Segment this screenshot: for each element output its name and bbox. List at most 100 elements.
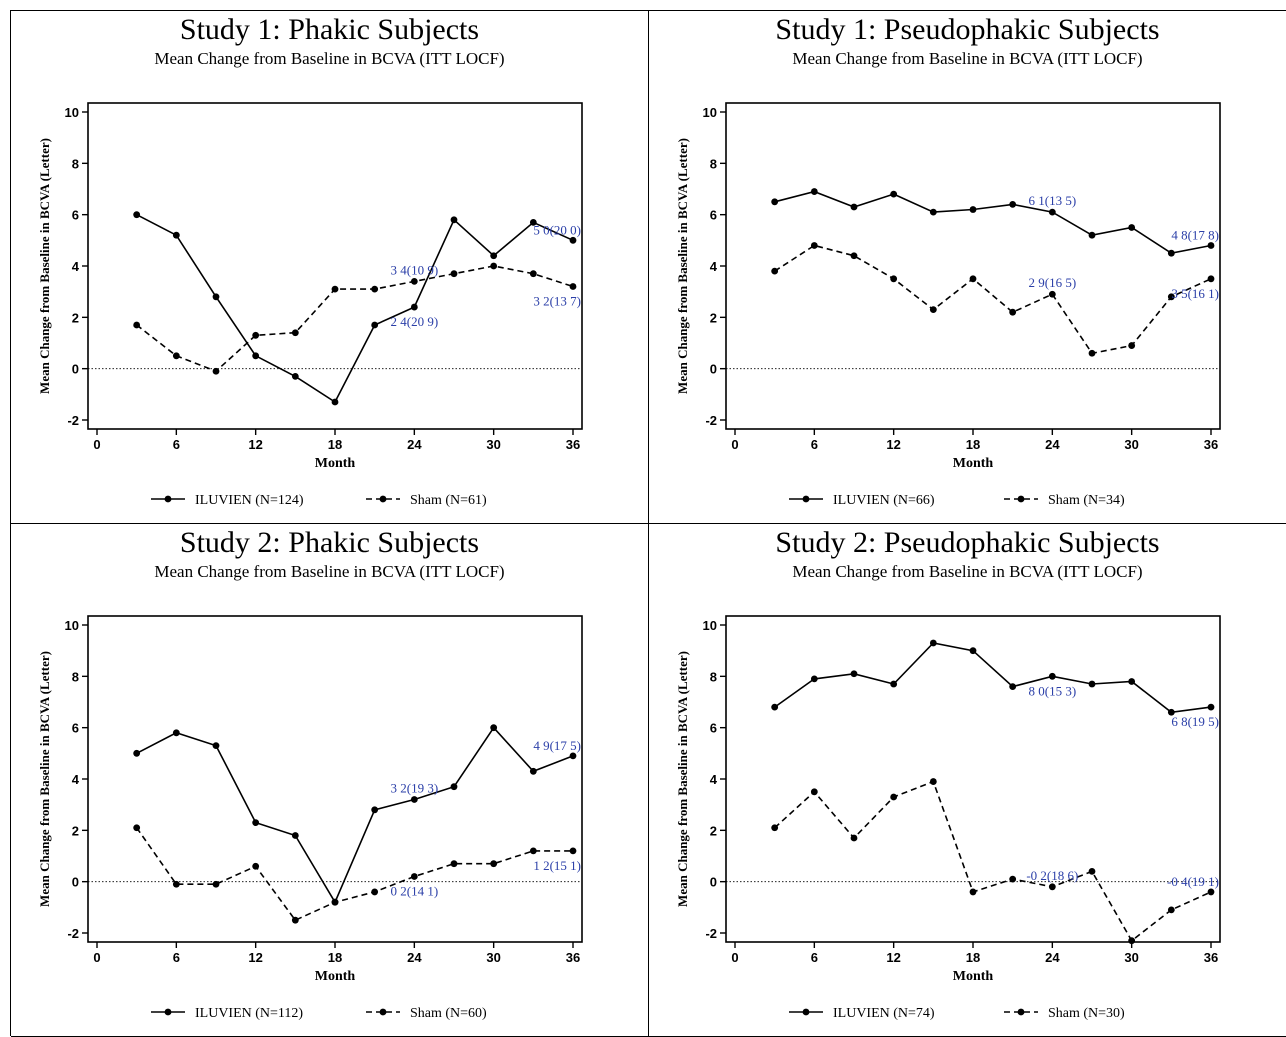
sham-data-point [1128,937,1136,945]
iluvien-data-point [1009,201,1017,208]
iluvien-data-point [850,670,858,678]
y-tick-label: 2 [710,310,717,325]
iluvien-data-point [1088,231,1096,239]
sham-data-point [1167,293,1175,301]
legend-marker-iluvien [802,1008,810,1016]
x-tick-label: 18 [328,437,342,452]
data-annotation: 4 9(17 5) [533,738,581,753]
y-tick-label: 4 [710,772,718,787]
iluvien-data-point [1128,678,1136,685]
sham-data-point [172,880,180,888]
iluvien-data-point [133,749,141,757]
sham-data-point [529,270,537,278]
sham-data-point [410,278,418,285]
iluvien-data-point [212,742,220,750]
y-tick-label: 6 [710,721,717,736]
sham-data-point [331,898,339,906]
iluvien-data-point [890,680,898,688]
y-tick-label: 6 [72,721,79,736]
x-axis-label: Month [315,456,356,471]
sham-data-point [890,275,898,283]
iluvien-data-point [969,206,977,213]
y-tick-label: 10 [65,618,79,633]
sham-data-point [1167,906,1175,914]
x-tick-label: 18 [966,950,980,965]
y-tick-label: 4 [72,259,80,274]
iluvien-data-point [929,208,937,216]
sham-data-point [1009,308,1017,316]
legend-marker-iluvien [164,1008,172,1016]
chart-title: Study 1: Pseudophakic Subjects [775,13,1160,46]
chart-subtitle: Mean Change from Baseline in BCVA (ITT L… [792,562,1143,581]
x-tick-label: 18 [966,437,980,452]
iluvien-data-point [1009,683,1017,690]
sham-data-point [569,283,577,290]
sham-data-point [212,880,220,888]
x-tick-label: 0 [93,437,100,452]
sham-data-point [1048,290,1056,298]
chart-title: Study 2: Phakic Subjects [179,526,480,559]
sham-data-point [291,329,299,337]
x-tick-label: 12 [886,437,900,452]
x-tick-label: 24 [407,950,422,965]
x-tick-label: 36 [1204,950,1218,965]
y-tick-label: 4 [710,259,718,274]
iluvien-data-point [133,211,141,219]
sham-data-point [331,285,339,293]
data-annotation: 2 4(20 9) [390,314,438,329]
chart-panel: Study 2: Pseudophakic Subjects Mean Chang… [649,524,1286,1037]
data-annotation: 6 1(13 5) [1028,193,1076,208]
sham-data-point [1207,275,1215,283]
sham-data-point [1048,883,1056,891]
sham-series-line [136,827,573,922]
iluvien-data-point [1167,708,1175,716]
iluvien-data-point [252,352,260,360]
x-tick-label: 30 [1124,950,1138,965]
iluvien-data-point [1128,224,1136,231]
iluvien-data-point [810,675,818,683]
sham-series-line [136,265,574,373]
iluvien-data-point [1048,208,1056,216]
iluvien-data-point [291,832,299,839]
figure-grid: Study 1: Phakic Subjects Mean Change from… [10,10,1286,1037]
plot-frame [87,102,583,430]
sham-data-point [771,824,779,832]
y-axis-label: Mean Change from Baseline in BCVA (Lette… [37,651,52,907]
sham-data-point [410,873,418,880]
x-tick-label: 6 [811,437,818,452]
legend-label-sham: Sham (N=60) [410,1006,487,1021]
x-tick-label: 0 [731,950,738,965]
iluvien-data-point [410,303,418,311]
x-tick-label: 0 [731,437,738,452]
x-tick-label: 12 [886,950,900,965]
data-annotation: 0 2(14 1) [390,884,438,899]
sham-data-point [252,331,260,339]
data-annotation: -0 2(18 6) [1026,868,1078,883]
data-annotation: 4 8(17 8) [1171,227,1219,242]
y-tick-label: -2 [705,926,717,941]
x-tick-label: 36 [1204,437,1218,452]
iluvien-data-point [850,203,858,211]
data-annotation: 8 0(15 3) [1028,683,1076,698]
sham-data-point [850,834,858,842]
y-tick-label: 10 [703,618,717,633]
y-axis-label: Mean Change from Baseline in BCVA (Lette… [37,138,52,394]
data-annotation: 3 5(16 1) [1171,286,1219,301]
data-annotation: 6 8(19 5) [1171,714,1219,729]
iluvien-data-point [1167,249,1175,257]
sham-data-point [371,285,379,293]
chart-title: Study 2: Pseudophakic Subjects [775,526,1160,559]
y-tick-label: 2 [72,823,79,838]
y-tick-label: 2 [710,823,717,838]
legend-label-iluvien: ILUVIEN (N=74) [833,1006,935,1021]
sham-data-point [490,860,498,868]
chart-panel: Study 2: Phakic Subjects Mean Change from… [11,524,649,1037]
x-tick-label: 6 [173,437,180,452]
x-tick-label: 36 [566,437,580,452]
y-tick-label: 8 [72,669,79,684]
iluvien-data-point [969,647,977,655]
sham-data-point [450,860,458,868]
y-tick-label: -2 [705,413,717,428]
